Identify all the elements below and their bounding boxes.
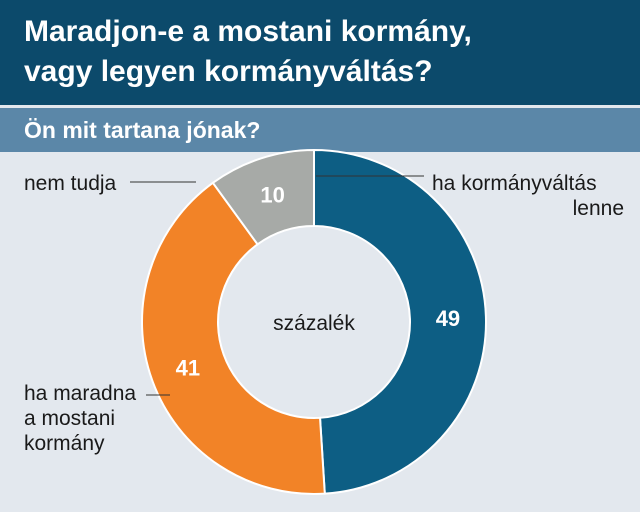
chart-subtitle: Ön mit tartana jónak? — [24, 117, 261, 143]
donut-slices — [140, 148, 488, 495]
slice-value-0: 49 — [436, 306, 460, 331]
leader-lines — [130, 175, 424, 396]
title-bar: Maradjon-e a mostani kormány, vagy legye… — [0, 0, 640, 105]
slice-label-0-line-1: lenne — [573, 197, 624, 220]
title-line-1: Maradjon-e a mostani kormány, — [24, 15, 472, 48]
slice-0 — [313, 148, 488, 495]
slice-1 — [140, 181, 326, 495]
chart-title: Maradjon-e a mostani kormány, vagy legye… — [24, 12, 472, 92]
subtitle-bar: Ön mit tartana jónak? — [0, 108, 640, 152]
slice-value-2: 10 — [260, 183, 284, 208]
slice-value-1: 41 — [176, 355, 200, 380]
slice-2 — [211, 148, 315, 246]
slice-label-1-line-1: a mostani — [24, 407, 115, 430]
center-label: százalék — [273, 312, 355, 335]
slice-label-2-line-0: nem tudja — [24, 172, 117, 195]
slice-label-1-line-0: ha maradna — [24, 382, 136, 405]
slice-label-0-line-0: ha kormányváltás — [432, 172, 597, 195]
title-line-2: vagy legyen kormányváltás? — [24, 55, 433, 88]
slice-label-1-line-2: kormány — [24, 432, 105, 455]
